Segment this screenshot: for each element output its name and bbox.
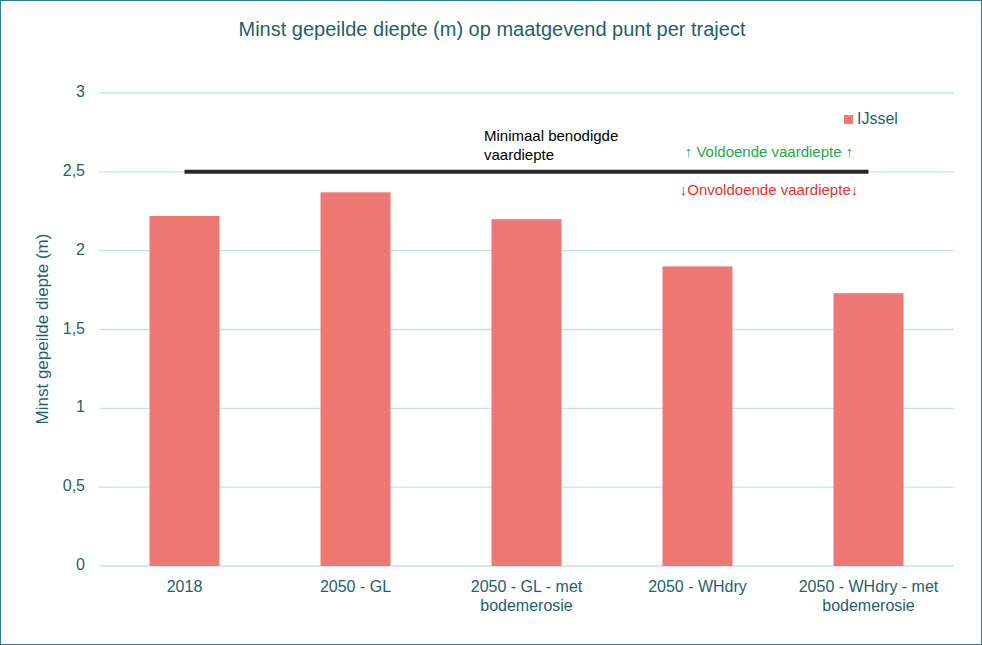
y-tick-label: 2 (1, 241, 85, 259)
y-tick-label: 3 (1, 83, 85, 101)
reference-above-label: ↑ Voldoende vaardiepte ↑ (669, 143, 869, 160)
y-tick-label: 1,5 (1, 320, 85, 338)
reference-line (185, 170, 869, 174)
grid (99, 93, 954, 566)
x-tick-label: 2050 - GL (273, 577, 439, 596)
y-tick-label: 0 (1, 556, 85, 574)
bars (150, 192, 904, 566)
x-tick-label: 2050 - GL - met bodemerosie (444, 577, 610, 615)
grid-line (99, 92, 954, 93)
x-tick-label: 2050 - WHdry (615, 577, 781, 596)
y-axis-label: Minst gepeilde diepte (m) (33, 234, 53, 425)
reference-label: Minimaal benodigde vaardiepte (484, 126, 644, 164)
chart-svg (1, 1, 982, 645)
chart-root: Minst gepeilde diepte (m) op maatgevend … (0, 0, 982, 645)
reference-below-label: ↓Onvoldoende vaardiepte↓ (669, 181, 869, 198)
bar (492, 219, 562, 566)
x-tick-label: 2018 (102, 577, 268, 596)
bar (834, 293, 904, 566)
x-tick-label: 2050 - WHdry - met bodemerosie (786, 577, 952, 615)
y-tick-label: 0,5 (1, 477, 85, 495)
legend-swatch (844, 115, 853, 124)
y-tick-label: 1 (1, 398, 85, 416)
y-tick-label: 2,5 (1, 162, 85, 180)
bar (321, 192, 391, 566)
grid-line (99, 171, 954, 172)
legend-label: IJssel (857, 110, 898, 128)
title: Minst gepeilde diepte (m) op maatgevend … (1, 18, 982, 41)
bar (663, 266, 733, 566)
bar (150, 216, 220, 566)
